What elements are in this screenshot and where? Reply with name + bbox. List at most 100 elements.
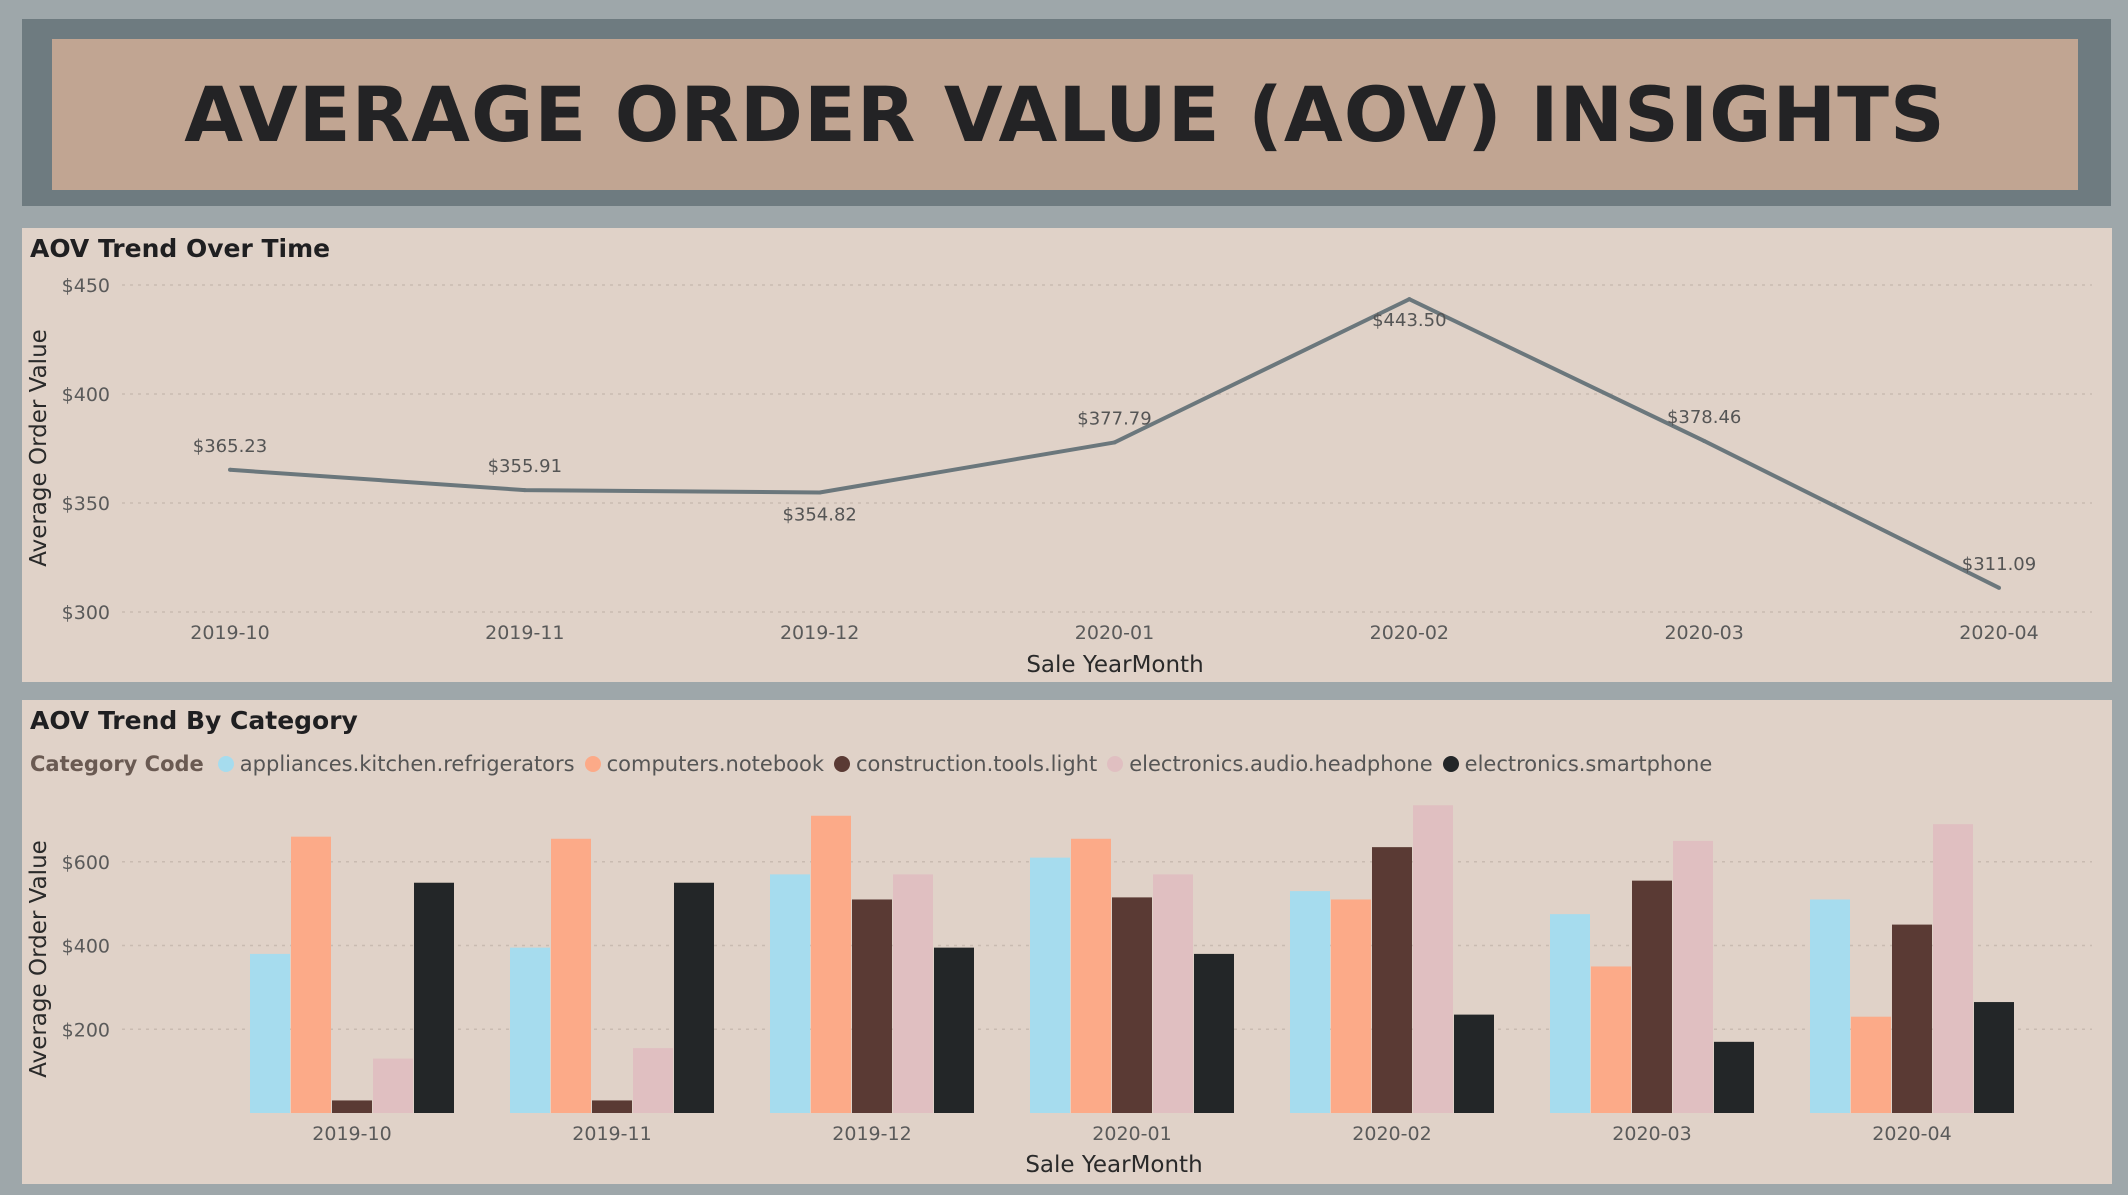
legend-swatch [584, 756, 601, 772]
bar [1030, 857, 1070, 1113]
bar [1974, 1002, 2014, 1113]
legend-swatch [834, 756, 851, 772]
x-tick-label: 2019-11 [572, 1123, 651, 1145]
x-tick-label: 2020-03 [1664, 622, 1743, 644]
x-axis-title: Sale YearMonth [1026, 652, 1203, 678]
bar [893, 874, 933, 1113]
bar [250, 953, 290, 1113]
line-point [522, 488, 527, 493]
y-tick-label: $450 [62, 275, 110, 297]
line-point [1407, 297, 1412, 302]
page-title: AVERAGE ORDER VALUE (AOV) INSIGHTS [184, 70, 1946, 159]
x-tick-label: 2020-02 [1370, 622, 1449, 644]
bar [1071, 838, 1111, 1113]
legend-label: appliances.kitchen.refrigerators [239, 752, 575, 776]
bar [934, 947, 974, 1113]
data-label: $355.91 [488, 456, 562, 477]
bar [414, 882, 454, 1113]
legend-swatch [1107, 756, 1124, 772]
data-label: $354.82 [782, 504, 856, 525]
line-point [817, 490, 822, 495]
y-tick-label: $200 [62, 1019, 110, 1041]
bar [633, 1048, 673, 1113]
legend-swatch [217, 756, 234, 772]
line-point [228, 467, 232, 472]
bar [1331, 899, 1371, 1113]
y-tick-label: $600 [62, 852, 110, 874]
bar [592, 1100, 632, 1113]
legend-item[interactable]: electronics.audio.headphone [1107, 752, 1433, 776]
x-tick-label: 2020-04 [1872, 1123, 1951, 1145]
bar-chart-title: AOV Trend By Category [30, 706, 358, 735]
legend-label: electronics.audio.headphone [1129, 752, 1433, 776]
data-label: $365.23 [193, 436, 267, 457]
x-tick-label: 2019-10 [190, 622, 269, 644]
bar [674, 882, 714, 1113]
data-label: $377.79 [1077, 408, 1151, 429]
header-frame: AVERAGE ORDER VALUE (AOV) INSIGHTS [22, 19, 2111, 206]
line-point [1997, 585, 2001, 590]
line-point [1112, 440, 1117, 445]
legend-label: electronics.smartphone [1464, 752, 1713, 776]
bar [551, 838, 591, 1113]
bar [1194, 953, 1234, 1113]
x-tick-label: 2020-02 [1352, 1123, 1431, 1145]
x-tick-label: 2019-12 [832, 1123, 911, 1145]
x-axis-title: Sale YearMonth [1025, 1152, 1202, 1178]
x-tick-label: 2019-10 [312, 1123, 391, 1145]
data-label: $378.46 [1667, 407, 1741, 428]
bar [1892, 924, 1932, 1113]
bar [1851, 1016, 1891, 1113]
line-point [1702, 438, 1707, 443]
bar [811, 815, 851, 1113]
x-tick-label: 2019-12 [780, 622, 859, 644]
bar [770, 874, 810, 1113]
bar-chart[interactable]: $200 $400 $600 2019-10 2019-11 2019-12 2020-01… [22, 700, 2112, 1184]
bar [1933, 824, 1973, 1113]
bar [1153, 874, 1193, 1113]
header-banner: AVERAGE ORDER VALUE (AOV) INSIGHTS [52, 39, 2078, 190]
x-tick-label: 2019-11 [485, 622, 564, 644]
x-tick-label: 2020-04 [1959, 622, 2038, 644]
y-axis-title: Average Order Value [26, 840, 52, 1078]
y-tick-label: $350 [62, 493, 110, 515]
bar [510, 947, 550, 1113]
line-chart-title: AOV Trend Over Time [30, 234, 331, 263]
data-label: $311.09 [1962, 554, 2036, 575]
bar [1112, 897, 1152, 1113]
x-tick-label: 2020-03 [1612, 1123, 1691, 1145]
y-tick-label: $400 [62, 384, 110, 406]
bar [332, 1100, 372, 1113]
legend-label: computers.notebook [606, 752, 825, 776]
bar [373, 1058, 413, 1113]
line-chart[interactable]: $300 $350 $400 $450 2019-10 2019-11 2019-12 202… [22, 228, 2112, 682]
bar [1591, 966, 1631, 1113]
legend-item[interactable]: computers.notebook [584, 752, 825, 776]
legend-title: Category Code [30, 752, 204, 776]
bar [1810, 899, 1850, 1113]
aov-trend-by-category-panel: $200 $400 $600 2019-10 2019-11 2019-12 2020-01… [22, 700, 2112, 1184]
legend-swatch [1442, 756, 1459, 772]
bar [1673, 840, 1713, 1113]
bar [1550, 914, 1590, 1113]
bar [1413, 805, 1453, 1113]
x-tick-label: 2020-01 [1092, 1123, 1171, 1145]
bar [1454, 1014, 1494, 1113]
data-label: $443.50 [1372, 310, 1446, 331]
bar [1632, 880, 1672, 1113]
y-tick-label: $300 [62, 602, 110, 624]
legend-item[interactable]: construction.tools.light [834, 752, 1097, 776]
y-axis-title: Average Order Value [26, 329, 52, 567]
legend-label: construction.tools.light [856, 752, 1098, 776]
aov-trend-over-time-panel: $300 $350 $400 $450 2019-10 2019-11 2019-12 202… [22, 228, 2112, 682]
x-tick-label: 2020-01 [1075, 622, 1154, 644]
bar [852, 899, 892, 1113]
legend-item[interactable]: electronics.smartphone [1442, 752, 1713, 776]
bar [291, 836, 331, 1113]
y-tick-label: $400 [62, 936, 110, 958]
legend: Category Code appliances.kitchen.refrige… [30, 752, 1722, 776]
bar [1714, 1041, 1754, 1113]
bar [1372, 847, 1412, 1113]
legend-item[interactable]: appliances.kitchen.refrigerators [217, 752, 575, 776]
bar [1290, 891, 1330, 1113]
